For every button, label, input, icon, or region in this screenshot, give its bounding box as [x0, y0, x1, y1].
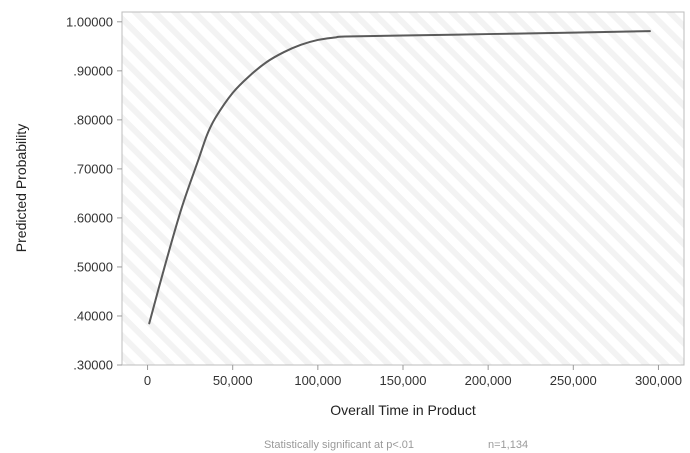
y-tick-label: .90000: [73, 63, 113, 78]
y-tick-label: .70000: [73, 161, 113, 176]
y-tick-label: .30000: [73, 358, 113, 373]
y-axis-title: Predicted Probability: [13, 124, 29, 252]
x-tick-label: 300,000: [635, 373, 682, 388]
x-tick-label: 0: [144, 373, 151, 388]
y-tick-label: .40000: [73, 308, 113, 323]
plot-area: [121, 11, 685, 366]
x-axis-title: Overall Time in Product: [330, 402, 476, 418]
x-tick-label: 250,000: [550, 373, 597, 388]
y-tick-label: .80000: [73, 112, 113, 127]
y-tick-label: .50000: [73, 259, 113, 274]
x-axis: 0 50,000 100,000 150,000 200,000 250,000 300,0…: [144, 365, 682, 388]
sample-size-note: n=1,134: [488, 439, 528, 451]
series-layer: [148, 30, 651, 325]
y-tick-label: 1.00000: [66, 14, 113, 29]
y-tick-label: .60000: [73, 210, 113, 225]
y-axis: .30000 .40000 .50000 .60000 .70000 .80000 .900…: [66, 14, 122, 373]
significance-note: Statistically significant at p<.01: [264, 439, 414, 451]
series-line: [148, 30, 651, 325]
x-tick-label: 200,000: [465, 373, 512, 388]
x-tick-label: 100,000: [294, 373, 341, 388]
x-tick-label: 50,000: [213, 373, 253, 388]
x-tick-label: 150,000: [380, 373, 427, 388]
